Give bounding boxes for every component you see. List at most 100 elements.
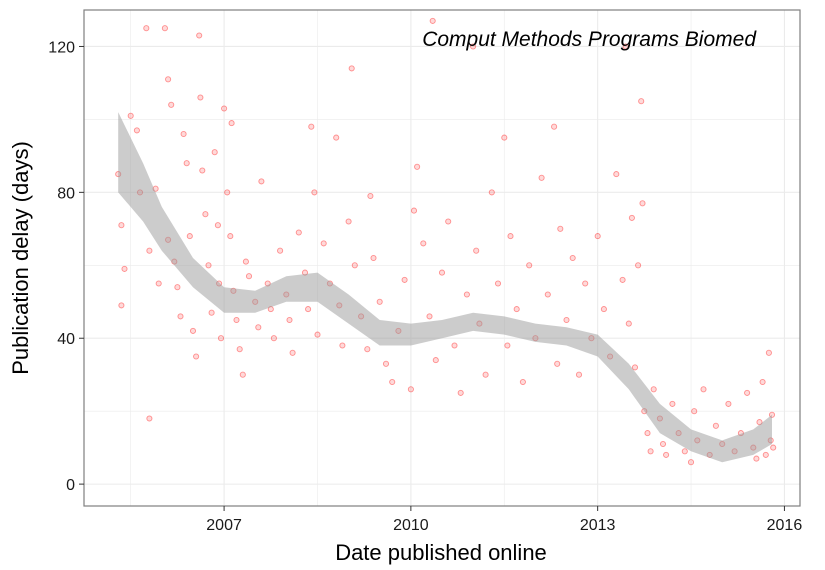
- data-point: [551, 123, 558, 130]
- data-point: [544, 291, 551, 298]
- data-point: [482, 371, 489, 378]
- data-point: [638, 98, 645, 105]
- data-point: [426, 313, 433, 320]
- x-axis-title: Date published online: [335, 540, 547, 565]
- y-tick-label: 40: [57, 331, 75, 348]
- x-tick-label: 2016: [767, 517, 803, 534]
- data-point: [457, 389, 464, 396]
- data-point: [744, 389, 751, 396]
- data-point: [320, 240, 327, 247]
- data-point: [217, 335, 225, 342]
- data-point: [233, 316, 240, 324]
- grid-lines: [84, 10, 800, 506]
- data-point: [631, 364, 639, 371]
- data-point: [370, 254, 377, 262]
- data-point: [168, 101, 175, 108]
- data-point: [644, 430, 651, 437]
- data-point: [214, 222, 221, 229]
- data-point: [770, 444, 777, 451]
- data-point: [438, 269, 446, 276]
- data-point: [759, 378, 766, 386]
- data-point: [308, 123, 315, 130]
- x-tick-label: 2010: [393, 517, 429, 534]
- data-point: [197, 94, 204, 101]
- y-tick-label: 120: [48, 39, 75, 56]
- data-point: [504, 342, 511, 349]
- data-point: [628, 214, 635, 221]
- x-tick-label: 2013: [580, 517, 616, 534]
- data-point: [650, 386, 657, 393]
- data-point: [635, 262, 642, 269]
- data-point: [236, 346, 243, 353]
- data-point: [463, 291, 470, 298]
- data-point: [519, 378, 526, 386]
- data-point: [619, 276, 626, 283]
- y-tick-label: 80: [57, 185, 75, 202]
- data-point: [420, 240, 427, 247]
- data-point: [594, 233, 601, 240]
- data-point: [451, 342, 458, 349]
- data-point: [143, 25, 150, 32]
- data-point: [582, 280, 589, 287]
- data-point: [314, 331, 321, 338]
- data-point: [186, 233, 193, 240]
- data-point: [221, 105, 228, 112]
- data-point: [161, 25, 168, 32]
- data-point: [196, 32, 203, 39]
- data-point: [691, 408, 698, 415]
- data-point: [245, 273, 253, 280]
- data-point: [401, 276, 408, 283]
- data-point: [121, 265, 128, 272]
- data-point: [659, 440, 667, 448]
- data-point: [239, 371, 246, 378]
- data-point: [224, 189, 231, 196]
- data-point: [663, 451, 670, 458]
- data-point: [127, 112, 134, 119]
- data-point: [725, 400, 732, 407]
- y-tick-label: 0: [66, 477, 75, 494]
- data-point: [345, 218, 352, 225]
- data-point: [613, 171, 620, 178]
- y-axis-title: Publication delay (days): [8, 141, 33, 375]
- data-point: [376, 298, 383, 305]
- data-point: [286, 316, 293, 324]
- data-point: [538, 174, 545, 181]
- data-point: [407, 386, 414, 393]
- data-point: [174, 284, 181, 291]
- data-point: [647, 448, 654, 455]
- data-point: [432, 357, 439, 364]
- data-point: [177, 313, 184, 320]
- data-point: [364, 346, 371, 353]
- data-point: [575, 371, 583, 378]
- data-point: [351, 262, 358, 269]
- data-point: [270, 335, 277, 342]
- data-point: [622, 43, 629, 50]
- data-point: [155, 280, 162, 287]
- x-tick-label: 2007: [206, 517, 242, 534]
- data-point: [473, 247, 480, 254]
- data-point: [146, 247, 153, 254]
- plot-panel-border: [83, 9, 801, 507]
- data-point: [700, 386, 707, 393]
- data-point: [507, 233, 514, 240]
- data-point: [305, 306, 312, 313]
- data-point: [258, 178, 265, 185]
- data-point: [295, 229, 302, 236]
- data-point: [118, 302, 125, 309]
- data-point: [180, 130, 187, 138]
- data-point: [211, 149, 218, 156]
- data-point: [600, 306, 607, 313]
- data-point: [762, 451, 769, 458]
- data-point: [382, 360, 390, 367]
- data-point: [513, 306, 520, 313]
- data-point: [470, 43, 477, 50]
- data-point: [765, 349, 772, 356]
- data-point: [669, 400, 676, 407]
- data-point: [445, 218, 452, 225]
- data-point: [557, 225, 564, 232]
- data-point: [333, 134, 340, 141]
- data-point: [681, 448, 688, 455]
- data-point: [526, 262, 533, 269]
- data-point: [193, 353, 200, 360]
